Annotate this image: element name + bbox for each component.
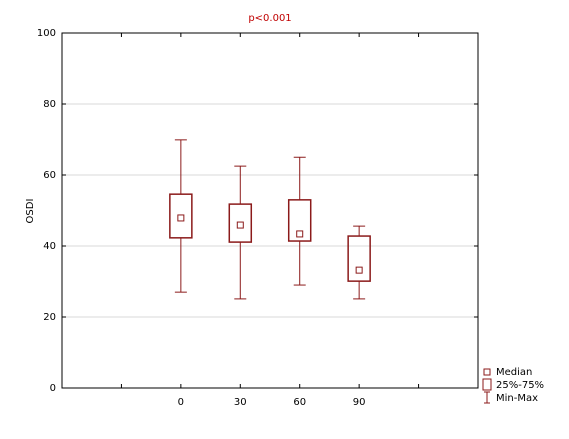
median bbox=[177, 214, 185, 222]
box bbox=[228, 203, 253, 243]
y-tick-label: 100 bbox=[37, 28, 56, 39]
chart-title: p<0.001 bbox=[248, 13, 291, 24]
x-tick-label: 60 bbox=[293, 397, 306, 408]
legend-label: Median bbox=[496, 367, 532, 378]
legend-median-icon bbox=[483, 368, 491, 376]
x-tick-label: 30 bbox=[234, 397, 247, 408]
x-tick-label: 0 bbox=[178, 397, 184, 408]
median bbox=[355, 266, 363, 274]
y-axis-label: OSDI bbox=[25, 199, 36, 224]
box bbox=[169, 193, 193, 239]
median bbox=[296, 230, 304, 238]
box bbox=[347, 235, 371, 282]
median bbox=[236, 221, 244, 229]
y-tick-label: 40 bbox=[43, 241, 56, 252]
legend-box-icon bbox=[482, 378, 492, 391]
y-tick-label: 0 bbox=[50, 383, 56, 394]
box bbox=[287, 199, 312, 242]
y-tick-label: 60 bbox=[43, 170, 56, 181]
legend-label: 25%-75% bbox=[496, 380, 544, 391]
plot-frame bbox=[61, 32, 479, 389]
x-tick-label: 90 bbox=[353, 397, 366, 408]
y-tick-label: 20 bbox=[43, 312, 56, 323]
legend-label: Min-Max bbox=[496, 393, 538, 404]
y-tick-label: 80 bbox=[43, 99, 56, 110]
